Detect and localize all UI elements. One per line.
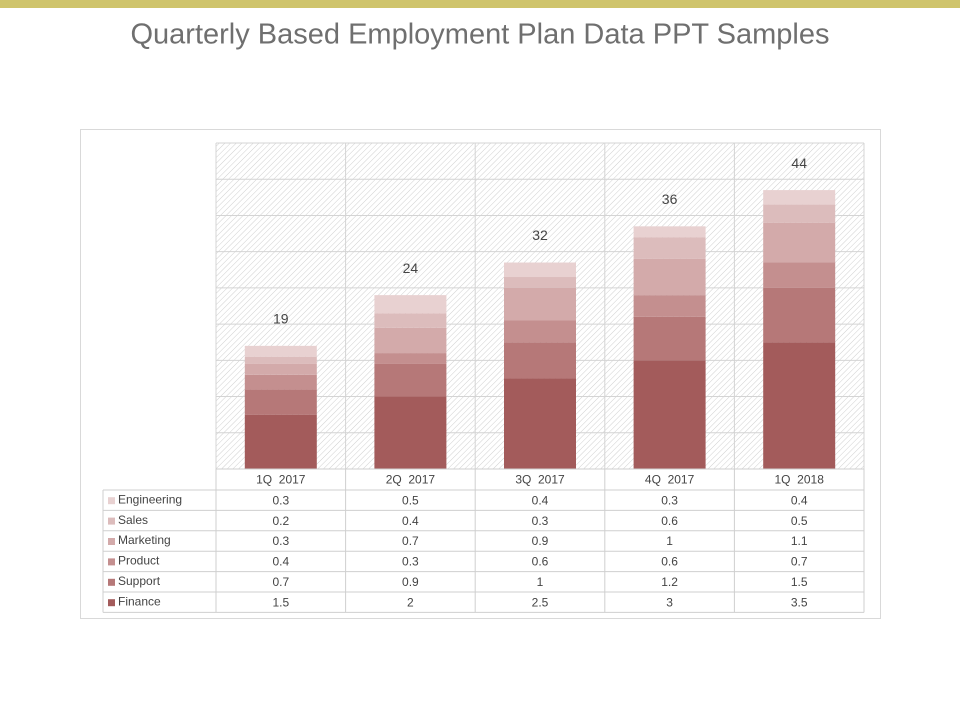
bar-segment (763, 204, 836, 223)
bar-segment (504, 287, 576, 321)
bar-segment (374, 295, 447, 314)
x-tick-label: 4Q 2017 (645, 473, 695, 487)
bar-segment (504, 277, 576, 288)
bar-segment (504, 378, 576, 469)
x-tick-label: 1Q 2017 (256, 473, 306, 487)
bar-segment (244, 345, 317, 357)
table-value: 0.7 (272, 575, 289, 589)
bar-segment (763, 287, 836, 343)
bar-segment (763, 342, 836, 469)
bar-segment (633, 360, 706, 469)
table-value: 1.1 (791, 534, 808, 548)
legend-swatch (108, 538, 115, 545)
bar-segment (763, 190, 836, 205)
table-value: 0.2 (272, 514, 289, 528)
table-value: 1.5 (272, 595, 289, 609)
legend-swatch (108, 599, 115, 607)
legend-swatch (108, 497, 115, 505)
table-value: 0.4 (272, 555, 289, 569)
table-value: 0.5 (791, 514, 808, 528)
legend-label: Engineering (118, 492, 182, 506)
table-value: 0.4 (532, 493, 549, 507)
table-value: 0.7 (791, 555, 808, 569)
table-value: 2 (407, 595, 414, 609)
table-value: 0.5 (402, 493, 419, 507)
chart-title: Quarterly Based Employment Plan Data PPT… (130, 19, 829, 51)
table-value: 0.4 (791, 493, 808, 507)
table-value: 1.2 (661, 575, 678, 589)
legend-label: Marketing (118, 533, 171, 547)
table-value: 2.5 (532, 595, 549, 609)
legend-label: Product (118, 554, 160, 568)
table-value: 3.5 (791, 595, 808, 609)
bar-segment (504, 320, 576, 343)
bar-segment (374, 327, 447, 354)
bar-segment (633, 316, 706, 361)
legend-label: Sales (118, 513, 148, 527)
table-value: 0.3 (661, 493, 678, 507)
top-band (0, 0, 960, 8)
x-tick-label: 1Q 2018 (775, 473, 825, 487)
total-label: 24 (403, 260, 419, 276)
x-tick-label: 2Q 2017 (386, 473, 436, 487)
table-value: 1 (666, 534, 673, 548)
table-value: 0.7 (402, 534, 419, 548)
legend-swatch (108, 517, 115, 525)
bar-segment (633, 226, 706, 238)
bar-segment (374, 353, 447, 364)
legend-swatch (108, 578, 115, 586)
bar-segment (763, 222, 836, 263)
legend-label: Support (118, 574, 161, 588)
bar-segment (244, 374, 317, 390)
bar-segment (763, 262, 836, 288)
table-value: 1.5 (791, 575, 808, 589)
table-value: 0.3 (532, 514, 549, 528)
table-value: 0.9 (532, 534, 549, 548)
bar-segment (633, 258, 706, 296)
total-label: 19 (273, 311, 289, 327)
table-value: 0.3 (272, 493, 289, 507)
total-label: 32 (532, 227, 548, 243)
total-label: 36 (662, 191, 678, 207)
x-tick-label: 3Q 2017 (515, 473, 565, 487)
table-value: 0.6 (532, 555, 549, 569)
legend-swatch (108, 558, 115, 566)
table-value: 0.3 (272, 534, 289, 548)
table-value: 1 (537, 575, 544, 589)
bar-segment (244, 414, 317, 469)
bar-segment (504, 262, 576, 278)
bar-segment (633, 237, 706, 259)
table-value: 0.9 (402, 575, 419, 589)
bar-segment (633, 295, 706, 317)
legend-label: Finance (118, 594, 161, 608)
table-value: 0.6 (661, 555, 678, 569)
table-value: 3 (666, 595, 673, 609)
bar-segment (374, 363, 447, 397)
table-value: 0.4 (402, 514, 419, 528)
table-value: 0.3 (402, 555, 419, 569)
bar-segment (504, 342, 576, 379)
total-label: 44 (791, 155, 807, 171)
bar-segment (244, 389, 317, 415)
bar-segment (374, 313, 447, 328)
bar-segment (374, 396, 447, 469)
bar-segment (244, 363, 317, 375)
table-value: 0.6 (661, 514, 678, 528)
bar-segment (244, 356, 317, 364)
